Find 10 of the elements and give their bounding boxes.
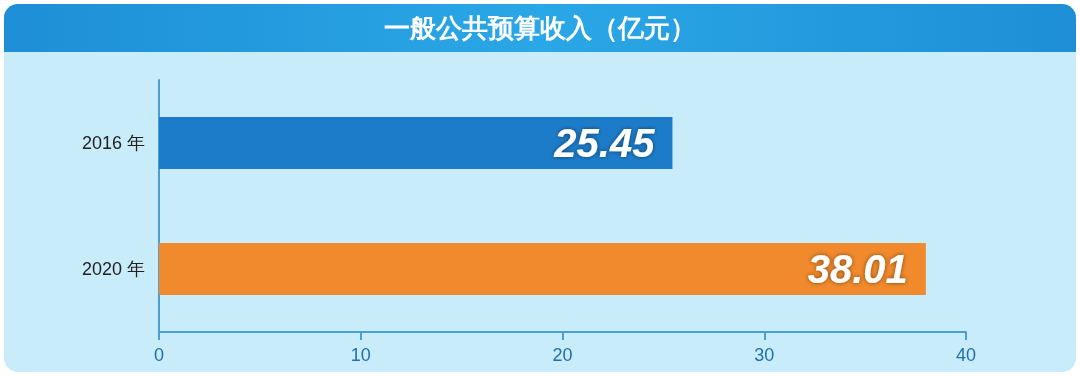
- y-tick-label: 2016 年: [81, 133, 145, 153]
- data-label: 25.45: [553, 121, 656, 165]
- chart-title: 一般公共预算收入（亿元）: [4, 4, 1076, 52]
- x-tick-label: 0: [153, 345, 165, 365]
- data-label: 38.01: [807, 247, 908, 291]
- x-tick-label: 10: [350, 345, 371, 365]
- y-tick-label: 2020 年: [81, 259, 145, 279]
- x-tick-label: 40: [955, 345, 977, 365]
- x-tick-label: 30: [754, 345, 775, 365]
- x-tick-label: 20: [552, 345, 573, 365]
